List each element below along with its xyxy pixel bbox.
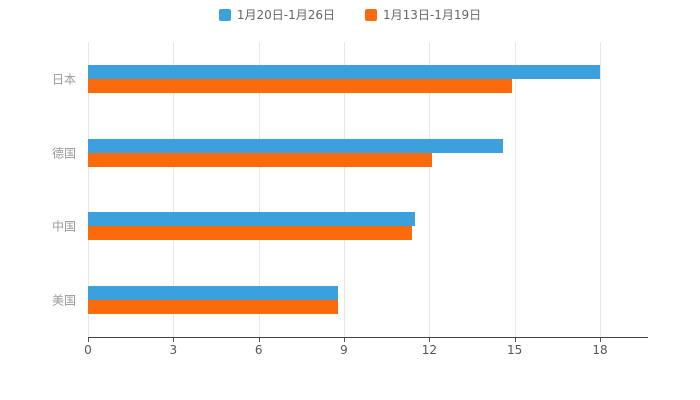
y-axis-labels: 日本 德国 中国 美国 — [0, 42, 82, 337]
plot-area — [88, 42, 601, 342]
x-axis-tick-mark — [258, 337, 260, 342]
bar-group — [88, 212, 600, 241]
bar-current-week[interactable] — [88, 138, 504, 153]
bar-current-week[interactable] — [88, 286, 339, 301]
x-tick-label: 18 — [592, 343, 608, 357]
x-tick-label: 15 — [507, 343, 523, 357]
legend-swatch-orange-icon — [365, 8, 377, 21]
gridline — [429, 42, 431, 337]
legend-swatch-blue-icon — [218, 8, 231, 21]
bar-current-week[interactable] — [88, 212, 416, 227]
x-tick-label: 9 — [340, 343, 348, 357]
gridline — [344, 42, 345, 337]
bar-current-week[interactable] — [88, 64, 600, 79]
x-tick-label: 6 — [254, 343, 263, 357]
legend-item-week1[interactable]: 1月13日-1月19日 — [365, 6, 481, 23]
bar-group — [88, 64, 600, 93]
legend-item-week2[interactable]: 1月20日-1月26日 — [218, 6, 335, 23]
y-category-label: 德国 — [51, 146, 76, 161]
legend: 1月20日-1月26日 1月13日-1月19日 — [0, 6, 700, 23]
gridline — [88, 42, 89, 337]
x-axis-tick-labels: 0 3 6 9 12 15 18 — [84, 343, 607, 359]
legend-label-week1: 1月13日-1月19日 — [383, 8, 482, 22]
gridline — [173, 42, 175, 337]
gridline — [258, 42, 260, 337]
legend-label-week2: 1月20日-1月26日 — [236, 8, 335, 22]
gridline — [514, 42, 516, 337]
x-tick-label: 3 — [169, 343, 178, 357]
bar-group — [88, 286, 600, 315]
bar-group — [88, 138, 600, 167]
x-axis-tick-mark — [429, 337, 431, 342]
bar-previous-week[interactable] — [88, 300, 339, 315]
x-axis-tick-mark — [600, 337, 601, 342]
x-axis-tick-mark — [173, 337, 175, 342]
y-category-label: 日本 — [51, 72, 76, 87]
y-category-label: 中国 — [51, 219, 76, 234]
x-axis-tick-mark — [344, 337, 345, 342]
bar-previous-week[interactable] — [88, 226, 413, 241]
x-axis-line — [88, 337, 648, 338]
x-tick-label: 0 — [84, 343, 92, 357]
bar-previous-week[interactable] — [88, 152, 433, 167]
y-category-label: 美国 — [51, 293, 76, 308]
bar-previous-week[interactable] — [88, 78, 512, 93]
x-axis-tick-mark — [88, 337, 89, 342]
x-axis-tick-mark — [514, 337, 516, 342]
x-tick-label: 12 — [421, 343, 437, 357]
gridline — [600, 42, 601, 337]
